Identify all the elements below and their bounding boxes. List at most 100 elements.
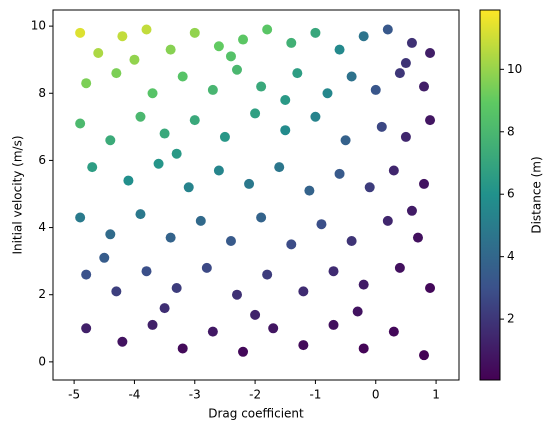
point [159,128,170,139]
point [388,326,399,337]
point [394,68,405,79]
point [298,340,309,351]
point [123,175,134,186]
point [238,34,249,45]
point [406,37,417,48]
colorbar-tick-label: 10 [507,62,522,76]
y-tick-label: 4 [38,220,46,234]
y-tick-label: 0 [38,354,46,368]
point [406,205,417,216]
point [75,212,86,223]
point [207,326,218,337]
point [165,44,176,55]
point [340,135,351,146]
point [412,232,423,243]
point [425,47,436,58]
point [286,37,297,48]
point [177,71,188,82]
point [316,219,327,230]
x-tick-label: -2 [249,388,261,402]
point [171,148,182,159]
point [75,27,86,38]
point [129,54,140,65]
point [250,309,261,320]
point [81,323,92,334]
point [207,84,218,95]
point [425,115,436,126]
x-tick-label: 0 [372,388,380,402]
point [189,27,200,38]
colorbar-tick-label: 4 [507,249,515,263]
point [425,283,436,294]
point [183,182,194,193]
point [111,68,122,79]
y-tick-label: 8 [38,86,46,100]
point [81,269,92,280]
point [250,108,261,119]
colorbar-tick-label: 8 [507,124,515,138]
point [400,131,411,142]
x-tick-label: 1 [432,388,440,402]
point [231,289,242,300]
point [105,135,116,146]
y-tick-label: 2 [38,287,46,301]
point [268,323,279,334]
x-axis-label: Drag coefficient [208,407,304,421]
point [238,346,249,357]
point [346,71,357,82]
point [310,27,321,38]
x-tick-label: -4 [128,388,140,402]
point [346,235,357,246]
point [141,24,152,35]
point [322,88,333,99]
point [99,252,110,263]
y-tick-label: 10 [31,19,46,33]
colorbar [479,9,501,381]
colorbar-tick-label: 2 [507,312,515,326]
point [376,121,387,132]
point [419,178,430,189]
point [195,215,206,226]
point [141,266,152,277]
point [256,81,267,92]
plot-frame [52,9,460,381]
point [364,182,375,193]
point [292,68,303,79]
point [298,286,309,297]
point [304,185,315,196]
point [394,262,405,273]
x-tick-label: -3 [189,388,201,402]
point [105,229,116,240]
points [75,24,436,361]
point [262,269,273,280]
x-tick-label: -1 [309,388,321,402]
colorbar-tick-label: 6 [507,187,515,201]
point [262,24,273,35]
point [225,51,236,62]
point [189,115,200,126]
point [244,178,255,189]
point [274,162,285,173]
point [75,118,86,129]
point [81,78,92,89]
point [358,31,369,42]
point [171,283,182,294]
point [201,262,212,273]
point [256,212,267,223]
point [147,88,158,99]
point [358,279,369,290]
colorbar-label: Distance (m) [530,156,544,233]
point [225,235,236,246]
point [334,168,345,179]
point [213,41,224,52]
point [177,343,188,354]
point [352,306,363,317]
point [400,58,411,69]
point [117,336,128,347]
point [159,303,170,314]
point [358,343,369,354]
point [213,165,224,176]
point [147,319,158,330]
x-tick-label: -5 [68,388,80,402]
point [165,232,176,243]
